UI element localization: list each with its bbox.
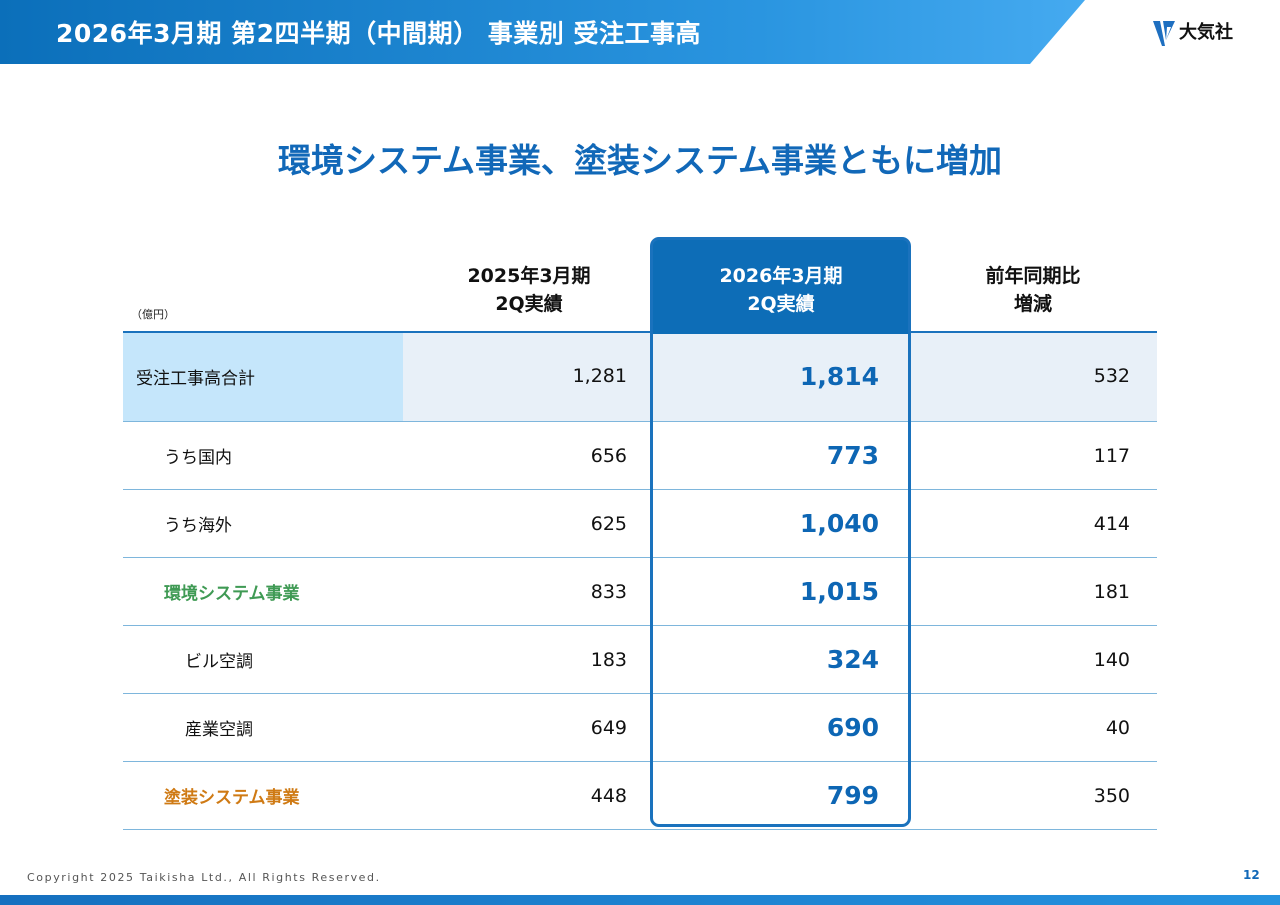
row-label: 塗装システム事業 [164,788,300,808]
row-label: 産業空調 [185,720,253,740]
value-2026: 1,040 [799,509,879,538]
value-2025: 448 [590,784,627,807]
column-header-line2: 2Q実績 [495,293,563,315]
value-2025: 183 [590,648,627,671]
column-header-line1: 2026年3月期 [719,265,843,287]
column-header-line1: 前年同期比 [985,265,1081,287]
column-header-yoy-change: 前年同期比 増減 [909,262,1157,318]
value-2026: 690 [826,713,879,742]
page-number: 12 [1243,868,1260,882]
row-label: 受注工事高合計 [123,331,403,421]
value-yoy-change: 532 [1093,365,1130,387]
table-row-painting-systems: 塗装システム事業 448 799 350 [123,762,1157,830]
company-logo: 大気社 [1152,18,1233,48]
page-title: 2026年3月期 第2四半期（中間期） 事業別 受注工事高 [56,19,701,48]
logo-text: 大気社 [1179,22,1233,43]
value-yoy-change: 181 [1093,580,1130,603]
column-header-2026: 2026年3月期 2Q実績 [655,262,907,318]
column-header-2025: 2025年3月期 2Q実績 [405,262,653,318]
column-header-line2: 増減 [1013,293,1052,315]
row-label: うち海外 [164,516,232,536]
value-2026: 1,814 [653,331,907,421]
row-label: ビル空調 [185,652,253,672]
value-yoy-change: 40 [1105,716,1130,739]
value-2025: 649 [590,716,627,739]
slide-subtitle: 環境システム事業、塗装システム事業ともに増加 [277,141,1003,180]
highlight-column-header-bg [652,238,909,334]
orders-table: 受注工事高合計 1,281 1,814 532 うち国内 656 773 117… [123,331,1157,830]
row-label: うち国内 [164,448,232,468]
unit-label: （億円） [131,308,175,321]
value-2026: 773 [826,441,879,470]
table-row-industrial-hvac: 産業空調 649 690 40 [123,694,1157,762]
header-band [0,0,1085,64]
value-2026: 1,015 [799,577,879,606]
table-row-building-hvac: ビル空調 183 324 140 [123,626,1157,694]
value-yoy-change: 117 [1093,444,1130,467]
table-row-environment-systems: 環境システム事業 833 1,015 181 [123,558,1157,626]
value-yoy-change: 140 [1093,648,1130,671]
table-row-domestic: うち国内 656 773 117 [123,422,1157,490]
value-2026: 799 [826,781,879,810]
table-top-rule [123,331,1157,333]
column-header-line2: 2Q実績 [747,293,815,315]
column-header-line1: 2025年3月期 [467,265,591,287]
taikisha-logo-icon [1153,21,1175,46]
value-2025: 656 [590,444,627,467]
value-2026: 324 [826,645,879,674]
table-row-overseas: うち海外 625 1,040 414 [123,490,1157,558]
value-yoy-change: 414 [1093,512,1130,535]
value-2025: 833 [590,580,627,603]
table-row-total: 受注工事高合計 1,281 1,814 532 [123,331,1157,422]
value-2025: 1,281 [572,365,627,387]
copyright-text: Copyright 2025 Taikisha Ltd., All Rights… [27,871,381,884]
row-label: 環境システム事業 [164,584,300,604]
value-2025: 625 [590,512,627,535]
footer-bar [0,895,1280,905]
value-yoy-change: 350 [1093,784,1130,807]
